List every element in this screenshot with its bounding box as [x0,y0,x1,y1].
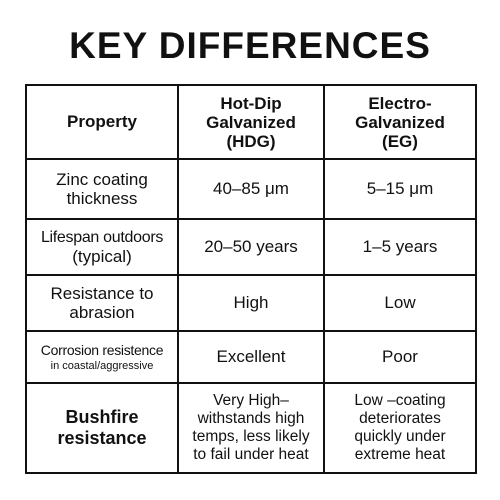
property-cell: Bushfire resistance [25,382,179,474]
eg-value-cell: 5–15 μm [323,158,477,220]
property-cell: Zinc coating thickness [25,158,179,220]
eg-value-cell: Poor [323,330,477,384]
header-eg-line: (EG) [382,131,418,151]
header-property-cell: Property [25,84,179,160]
header-hdg-line: Galvanized [206,112,296,132]
hdg-value-cell: High [177,274,325,332]
hdg-value: High [233,293,269,312]
table-row: Corrosion resistence in coastal/aggressi… [25,330,477,384]
property-label: thickness [66,189,138,208]
header-eg-line: Electro- [368,93,432,113]
eg-value: 5–15 μm [366,179,434,198]
property-label: abrasion [69,303,135,322]
header-eg-line: Galvanized [355,112,445,132]
property-label: Resistance to [50,284,154,303]
hdg-value-cell: Excellent [177,330,325,384]
eg-value: Low [384,293,416,312]
property-label: Corrosion resistence [40,341,164,358]
hdg-value-line: to fail under heat [193,446,309,463]
page-title: KEY DIFFERENCES [69,25,431,66]
hdg-value: 40–85 μm [213,179,289,198]
hdg-value-cell: 40–85 μm [177,158,325,220]
table-row: Resistance to abrasion High Low [25,274,477,332]
property-sublabel: in coastal/aggressive [50,359,154,372]
hdg-value-line: Very High– [213,392,289,409]
header-hdg-cell: Hot-Dip Galvanized (HDG) [177,84,325,160]
eg-value-line: extreme heat [354,446,446,463]
eg-value-line: quickly under [354,428,446,445]
property-label: Zinc coating [56,170,148,189]
hdg-value-cell: 20–50 years [177,218,325,276]
property-label: Bushfire [65,407,139,427]
header-eg-cell: Electro- Galvanized (EG) [323,84,477,160]
table-row: Lifespan outdoors (typical) 20–50 years … [25,218,477,276]
property-label: Lifespan outdoors [40,229,164,246]
hdg-value-line: withstands high [197,410,305,427]
table-row: Zinc coating thickness 40–85 μm 5–15 μm [25,158,477,220]
property-cell: Lifespan outdoors (typical) [25,218,179,276]
header-hdg-line: (HDG) [226,131,276,151]
table-header-row: Property Hot-Dip Galvanized (HDG) Electr… [25,84,477,160]
eg-value-cell: Low –coating deteriorates quickly under … [323,382,477,474]
header-hdg-line: Hot-Dip [220,93,282,113]
eg-value-line: deteriorates [359,410,441,427]
hdg-value: 20–50 years [204,237,298,256]
property-cell: Resistance to abrasion [25,274,179,332]
header-property: Property [67,112,137,131]
comparison-table: Property Hot-Dip Galvanized (HDG) Electr… [25,84,477,474]
hdg-value-line: temps, less likely [192,428,310,445]
eg-value: Poor [382,347,418,366]
eg-value: 1–5 years [362,237,438,256]
table-row: Bushfire resistance Very High– withstand… [25,382,477,474]
eg-value-cell: Low [323,274,477,332]
property-cell: Corrosion resistence in coastal/aggressi… [25,330,179,384]
eg-value-cell: 1–5 years [323,218,477,276]
hdg-value-cell: Very High– withstands high temps, less l… [177,382,325,474]
property-label: (typical) [72,247,132,266]
eg-value-line: Low –coating [354,392,446,409]
property-label: resistance [57,428,147,448]
hdg-value: Excellent [216,347,286,366]
